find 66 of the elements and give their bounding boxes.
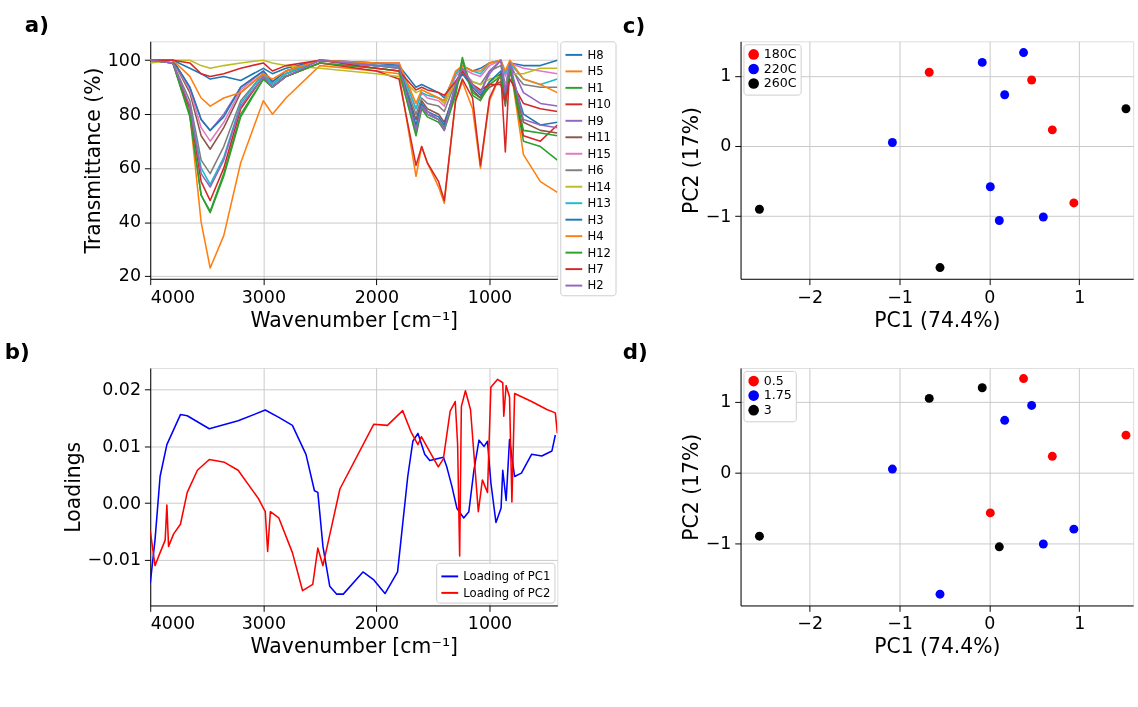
y-tick-label: 60: [118, 157, 142, 178]
legend-label: H10: [587, 97, 611, 112]
x-tick-label: 0: [984, 286, 996, 307]
y-tick-label: 20: [118, 265, 142, 286]
legend-label: H15: [587, 146, 611, 161]
x-axis-title: Wavenumber [cm⁻¹]: [250, 307, 459, 332]
x-tick-label: 0: [984, 613, 996, 634]
x-axis-title: PC1 (74.4%): [874, 634, 1001, 659]
x-axis-title: PC1 (74.4%): [874, 307, 1001, 332]
legend-label: 220C: [763, 60, 797, 76]
y-axis-title: Loadings: [60, 441, 85, 533]
x-axis-title: Wavenumber [cm⁻¹]: [250, 634, 459, 659]
x-tick-label: 4000: [150, 613, 196, 634]
x-tick-label: −1: [887, 613, 913, 634]
legend-label: H1: [587, 80, 604, 95]
y-tick-label: 0: [720, 135, 732, 156]
y-tick-label: 0.00: [102, 492, 142, 513]
y-tick-label: 0: [720, 461, 732, 482]
legend-label: H13: [587, 196, 611, 211]
y-tick-label: 0.01: [102, 435, 142, 456]
chart-title: d): [622, 339, 648, 365]
legend-label: H2: [587, 278, 604, 293]
x-tick-label: 1: [1074, 286, 1086, 307]
legend-label: H14: [587, 179, 611, 194]
chart-title: c): [622, 12, 646, 38]
y-tick-label: 1: [720, 391, 732, 412]
legend-label: H8: [587, 47, 604, 62]
x-tick-label: 2000: [354, 286, 400, 307]
y-tick-label: 1: [720, 65, 732, 86]
legend-label: Loading of PC2: [463, 585, 551, 600]
x-tick-label: 1000: [467, 286, 513, 307]
y-axis-title: PC2 (17%): [678, 433, 703, 541]
legend-label: 180C: [763, 46, 797, 62]
legend-label: H6: [587, 163, 604, 178]
x-tick-label: 3000: [241, 286, 287, 307]
chart-title: b): [4, 339, 30, 365]
y-axis-title: PC2 (17%): [678, 107, 703, 215]
y-tick-label: −0.01: [87, 549, 142, 570]
x-tick-label: −2: [797, 613, 824, 634]
legend-label: H9: [587, 113, 604, 128]
legend-label: H12: [587, 245, 611, 260]
x-tick-label: 1000: [467, 613, 513, 634]
x-tick-label: 4000: [150, 286, 196, 307]
y-tick-label: −1: [705, 205, 732, 226]
y-axis-title: Transmittance (%): [80, 67, 105, 255]
x-tick-label: 1: [1074, 613, 1086, 634]
x-tick-label: 3000: [241, 613, 287, 634]
legend-label: 260C: [763, 75, 797, 91]
legend-label: 3: [763, 402, 772, 418]
legend-label: H3: [587, 212, 604, 227]
legend-label: H11: [587, 130, 611, 145]
x-tick-label: 2000: [354, 613, 400, 634]
y-tick-label: −1: [705, 532, 732, 553]
legend-label: H4: [587, 229, 604, 244]
legend-label: 0.5: [763, 372, 784, 388]
y-tick-label: 40: [118, 211, 142, 232]
legend-label: 1.75: [763, 387, 792, 403]
legend-label: H7: [587, 261, 604, 276]
x-tick-label: −2: [797, 286, 824, 307]
legend-label: Loading of PC1: [463, 569, 551, 584]
legend-label: H5: [587, 64, 604, 79]
x-tick-label: −1: [887, 286, 913, 307]
y-tick-label: 0.02: [102, 378, 142, 399]
chart-title: a): [24, 12, 49, 38]
y-tick-label: 100: [107, 49, 142, 70]
y-tick-label: 80: [118, 103, 142, 124]
